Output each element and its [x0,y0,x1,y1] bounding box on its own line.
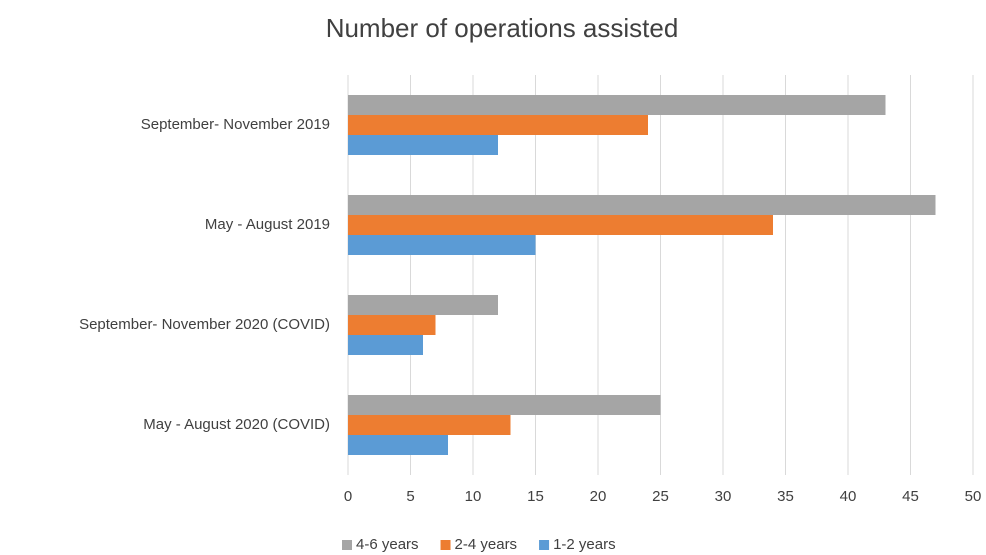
y-tick-label: May - August 2019 [205,216,330,233]
bar [348,435,448,455]
x-tick-label: 0 [344,488,352,505]
bar [348,335,423,355]
bar [348,215,773,235]
x-tick-label: 50 [965,488,982,505]
x-tick-label: 10 [465,488,482,505]
legend-label: 4-6 years [356,536,419,553]
x-tick-label: 35 [777,488,794,505]
legend-swatch [440,540,451,550]
bar [348,395,661,415]
bar [348,235,536,255]
bar [348,295,498,315]
x-tick-label: 15 [527,488,544,505]
x-tick-label: 5 [406,488,414,505]
legend-swatch [539,540,550,550]
bar [348,95,886,115]
legend-label: 2-4 years [455,536,518,553]
y-tick-label: September- November 2020 (COVID) [79,316,330,333]
legend-label: 1-2 years [553,536,616,553]
bar [348,315,436,335]
legend-swatch [342,540,352,550]
y-tick-label: May - August 2020 (COVID) [143,416,330,433]
bar [348,135,498,155]
x-tick-label: 25 [652,488,669,505]
bar [348,115,648,135]
x-tick-label: 40 [840,488,857,505]
chart-title: Number of operations assisted [326,13,679,43]
x-tick-label: 30 [715,488,732,505]
x-tick-label: 45 [902,488,919,505]
bar [348,195,936,215]
bar [348,415,511,435]
y-tick-label: September- November 2019 [141,116,330,133]
x-tick-label: 20 [590,488,607,505]
